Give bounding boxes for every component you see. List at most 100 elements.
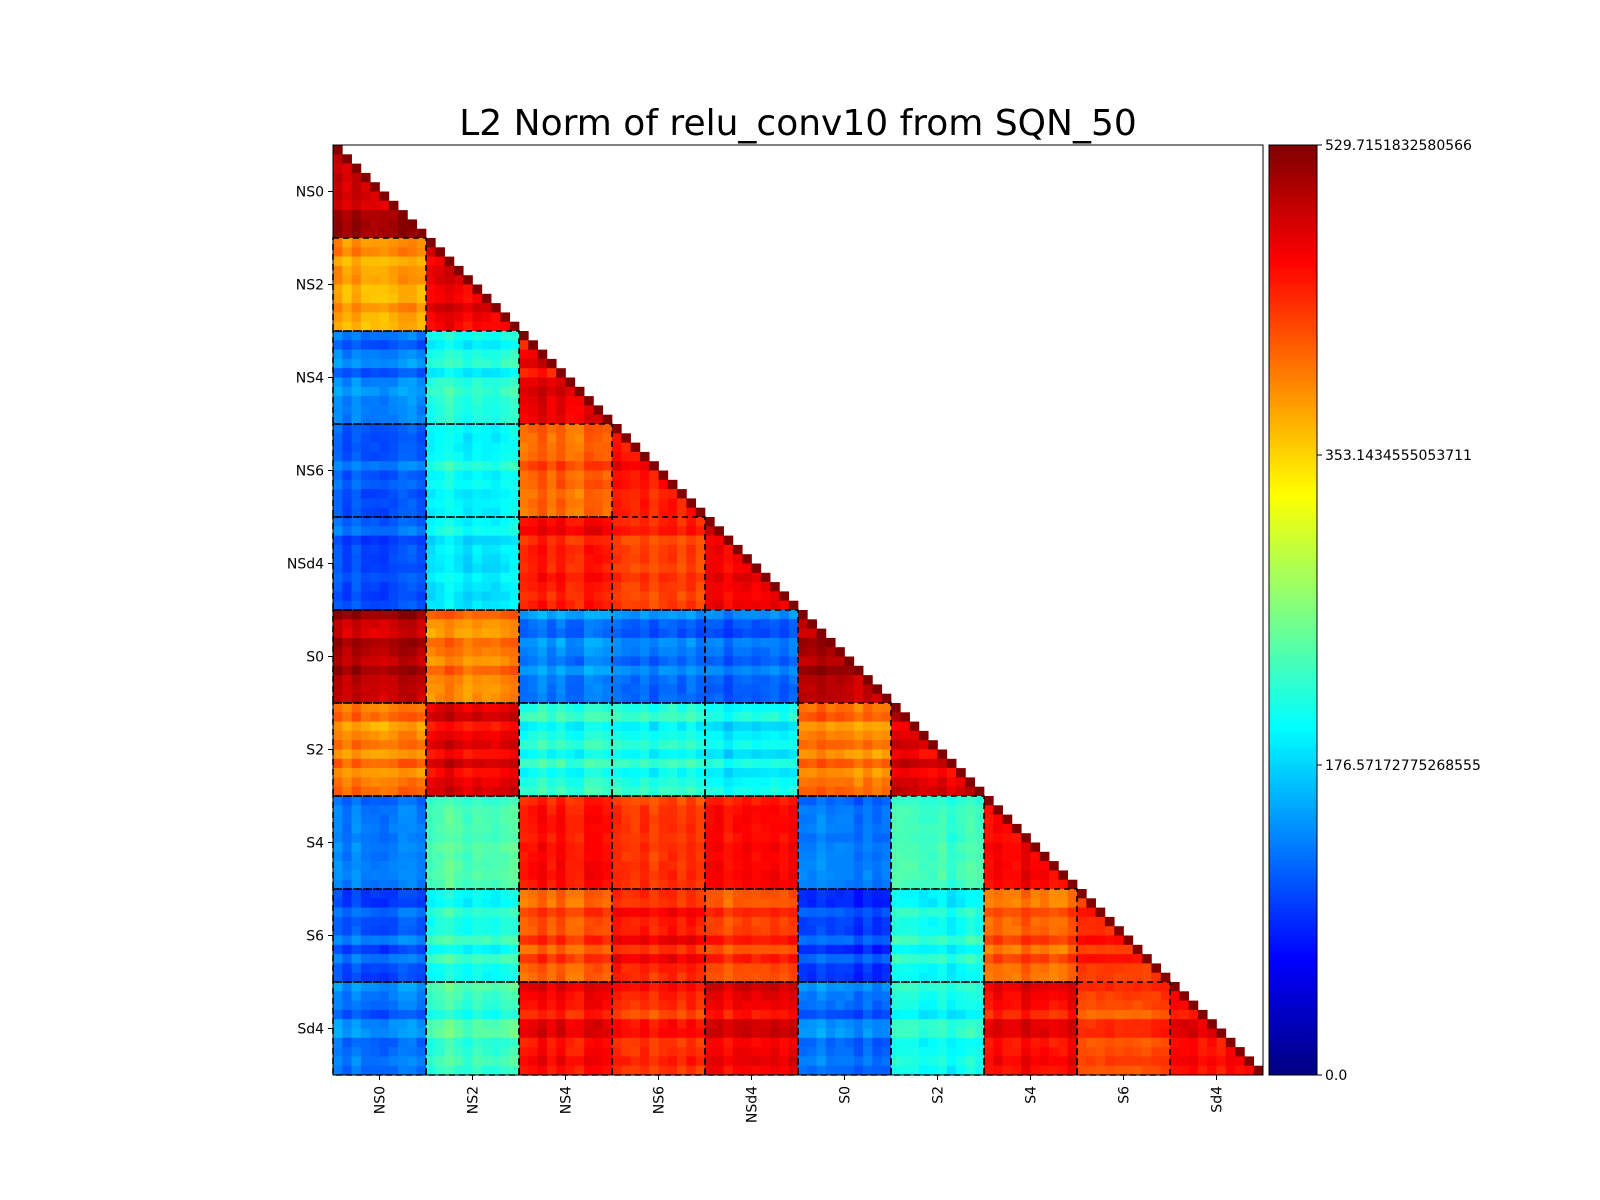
heatmap-cell xyxy=(556,479,566,490)
heatmap-cell xyxy=(444,693,455,704)
heatmap-cell xyxy=(723,786,734,797)
heatmap-cell xyxy=(388,526,399,536)
heatmap-cell xyxy=(872,721,883,732)
heatmap-cell xyxy=(853,1009,864,1020)
heatmap-cell xyxy=(621,442,631,453)
heatmap-cell xyxy=(984,954,994,964)
heatmap-cell xyxy=(881,712,892,722)
heatmap-cell xyxy=(1142,982,1152,992)
heatmap-cell xyxy=(751,889,762,899)
heatmap-cell xyxy=(370,665,380,676)
heatmap-cell xyxy=(621,926,631,936)
heatmap-cell xyxy=(751,851,762,862)
heatmap-cell xyxy=(705,777,715,788)
heatmap-cell xyxy=(398,284,408,295)
heatmap-cell xyxy=(928,786,938,797)
heatmap-cell xyxy=(937,1028,948,1039)
heatmap-cell xyxy=(900,796,910,806)
heatmap-cell xyxy=(500,563,511,574)
heatmap-cell xyxy=(770,1047,780,1057)
heatmap-cell xyxy=(1170,1047,1180,1057)
heatmap-cell xyxy=(426,1009,436,1020)
heatmap-cell xyxy=(528,628,538,639)
heatmap-cell xyxy=(816,916,827,927)
heatmap-cell xyxy=(398,982,408,992)
heatmap-cell xyxy=(714,870,724,881)
heatmap-cell xyxy=(630,591,641,602)
heatmap-cell xyxy=(630,693,641,704)
heatmap-cell xyxy=(630,758,641,769)
heatmap-cell xyxy=(481,1028,492,1039)
heatmap-cell xyxy=(500,851,511,862)
heatmap-cell xyxy=(872,1000,883,1011)
heatmap-cell xyxy=(742,684,752,695)
heatmap-cell xyxy=(677,517,687,527)
heatmap-cell xyxy=(1095,991,1106,1001)
heatmap-cell xyxy=(928,823,938,834)
heatmap-cell xyxy=(370,740,380,750)
heatmap-cell xyxy=(900,861,910,871)
heatmap-cell xyxy=(1086,944,1096,955)
heatmap-cell xyxy=(816,861,827,871)
heatmap-cell xyxy=(388,461,399,471)
heatmap-cell xyxy=(537,730,548,741)
heatmap-cell xyxy=(472,665,483,676)
heatmap-cell xyxy=(677,749,687,760)
heatmap-cell xyxy=(435,396,445,406)
heatmap-cell xyxy=(416,424,427,434)
heatmap-cell xyxy=(946,842,957,853)
heatmap-cell xyxy=(1114,1047,1124,1057)
heatmap-cell xyxy=(472,1037,483,1048)
heatmap-cell xyxy=(891,926,901,936)
heatmap-cell xyxy=(863,796,873,806)
heatmap-cell xyxy=(612,889,622,899)
heatmap-cell xyxy=(435,544,445,555)
heatmap-cell xyxy=(667,898,678,908)
heatmap-cell xyxy=(472,814,483,825)
heatmap-cell xyxy=(770,712,780,722)
heatmap-cell xyxy=(937,814,948,825)
heatmap-cell xyxy=(723,898,734,908)
heatmap-cell xyxy=(491,777,501,788)
heatmap-cell xyxy=(705,758,715,769)
heatmap-cell xyxy=(407,907,418,918)
heatmap-cell xyxy=(574,479,585,490)
heatmap-cell xyxy=(770,926,780,936)
heatmap-cell xyxy=(677,1000,687,1011)
heatmap-cell xyxy=(779,889,790,899)
heatmap-cell xyxy=(453,377,464,388)
heatmap-cell xyxy=(881,823,892,834)
heatmap-cell xyxy=(863,721,873,732)
heatmap-cell xyxy=(1160,1047,1171,1057)
heatmap-cell xyxy=(807,1009,817,1020)
heatmap-cell xyxy=(556,610,566,620)
heatmap-cell xyxy=(509,814,520,825)
heatmap-cell xyxy=(798,898,808,908)
heatmap-cell xyxy=(481,442,492,453)
heatmap-cell xyxy=(714,889,724,899)
heatmap-cell xyxy=(909,1028,920,1039)
heatmap-cell xyxy=(379,1047,390,1057)
heatmap-cell xyxy=(444,526,455,536)
heatmap-cell xyxy=(398,228,408,239)
heatmap-cell xyxy=(1049,1056,1059,1067)
heatmap-cell xyxy=(742,637,752,648)
heatmap-cell xyxy=(519,805,529,815)
heatmap-cell xyxy=(602,619,613,629)
heatmap-cell xyxy=(416,972,427,983)
heatmap-cell xyxy=(388,665,399,676)
heatmap-cell xyxy=(351,740,362,750)
heatmap-cell xyxy=(770,610,780,620)
heatmap-cell xyxy=(463,349,473,360)
heatmap-cell xyxy=(649,768,659,778)
heatmap-cell xyxy=(435,479,445,490)
heatmap-cell xyxy=(546,907,557,918)
heatmap-cell xyxy=(918,870,929,881)
heatmap-cell xyxy=(612,600,622,611)
heatmap-cell xyxy=(984,898,994,908)
heatmap-cell xyxy=(602,414,613,425)
heatmap-cell xyxy=(342,721,352,732)
heatmap-cell xyxy=(388,1028,399,1039)
heatmap-cell xyxy=(658,954,669,964)
heatmap-cell xyxy=(853,703,864,713)
